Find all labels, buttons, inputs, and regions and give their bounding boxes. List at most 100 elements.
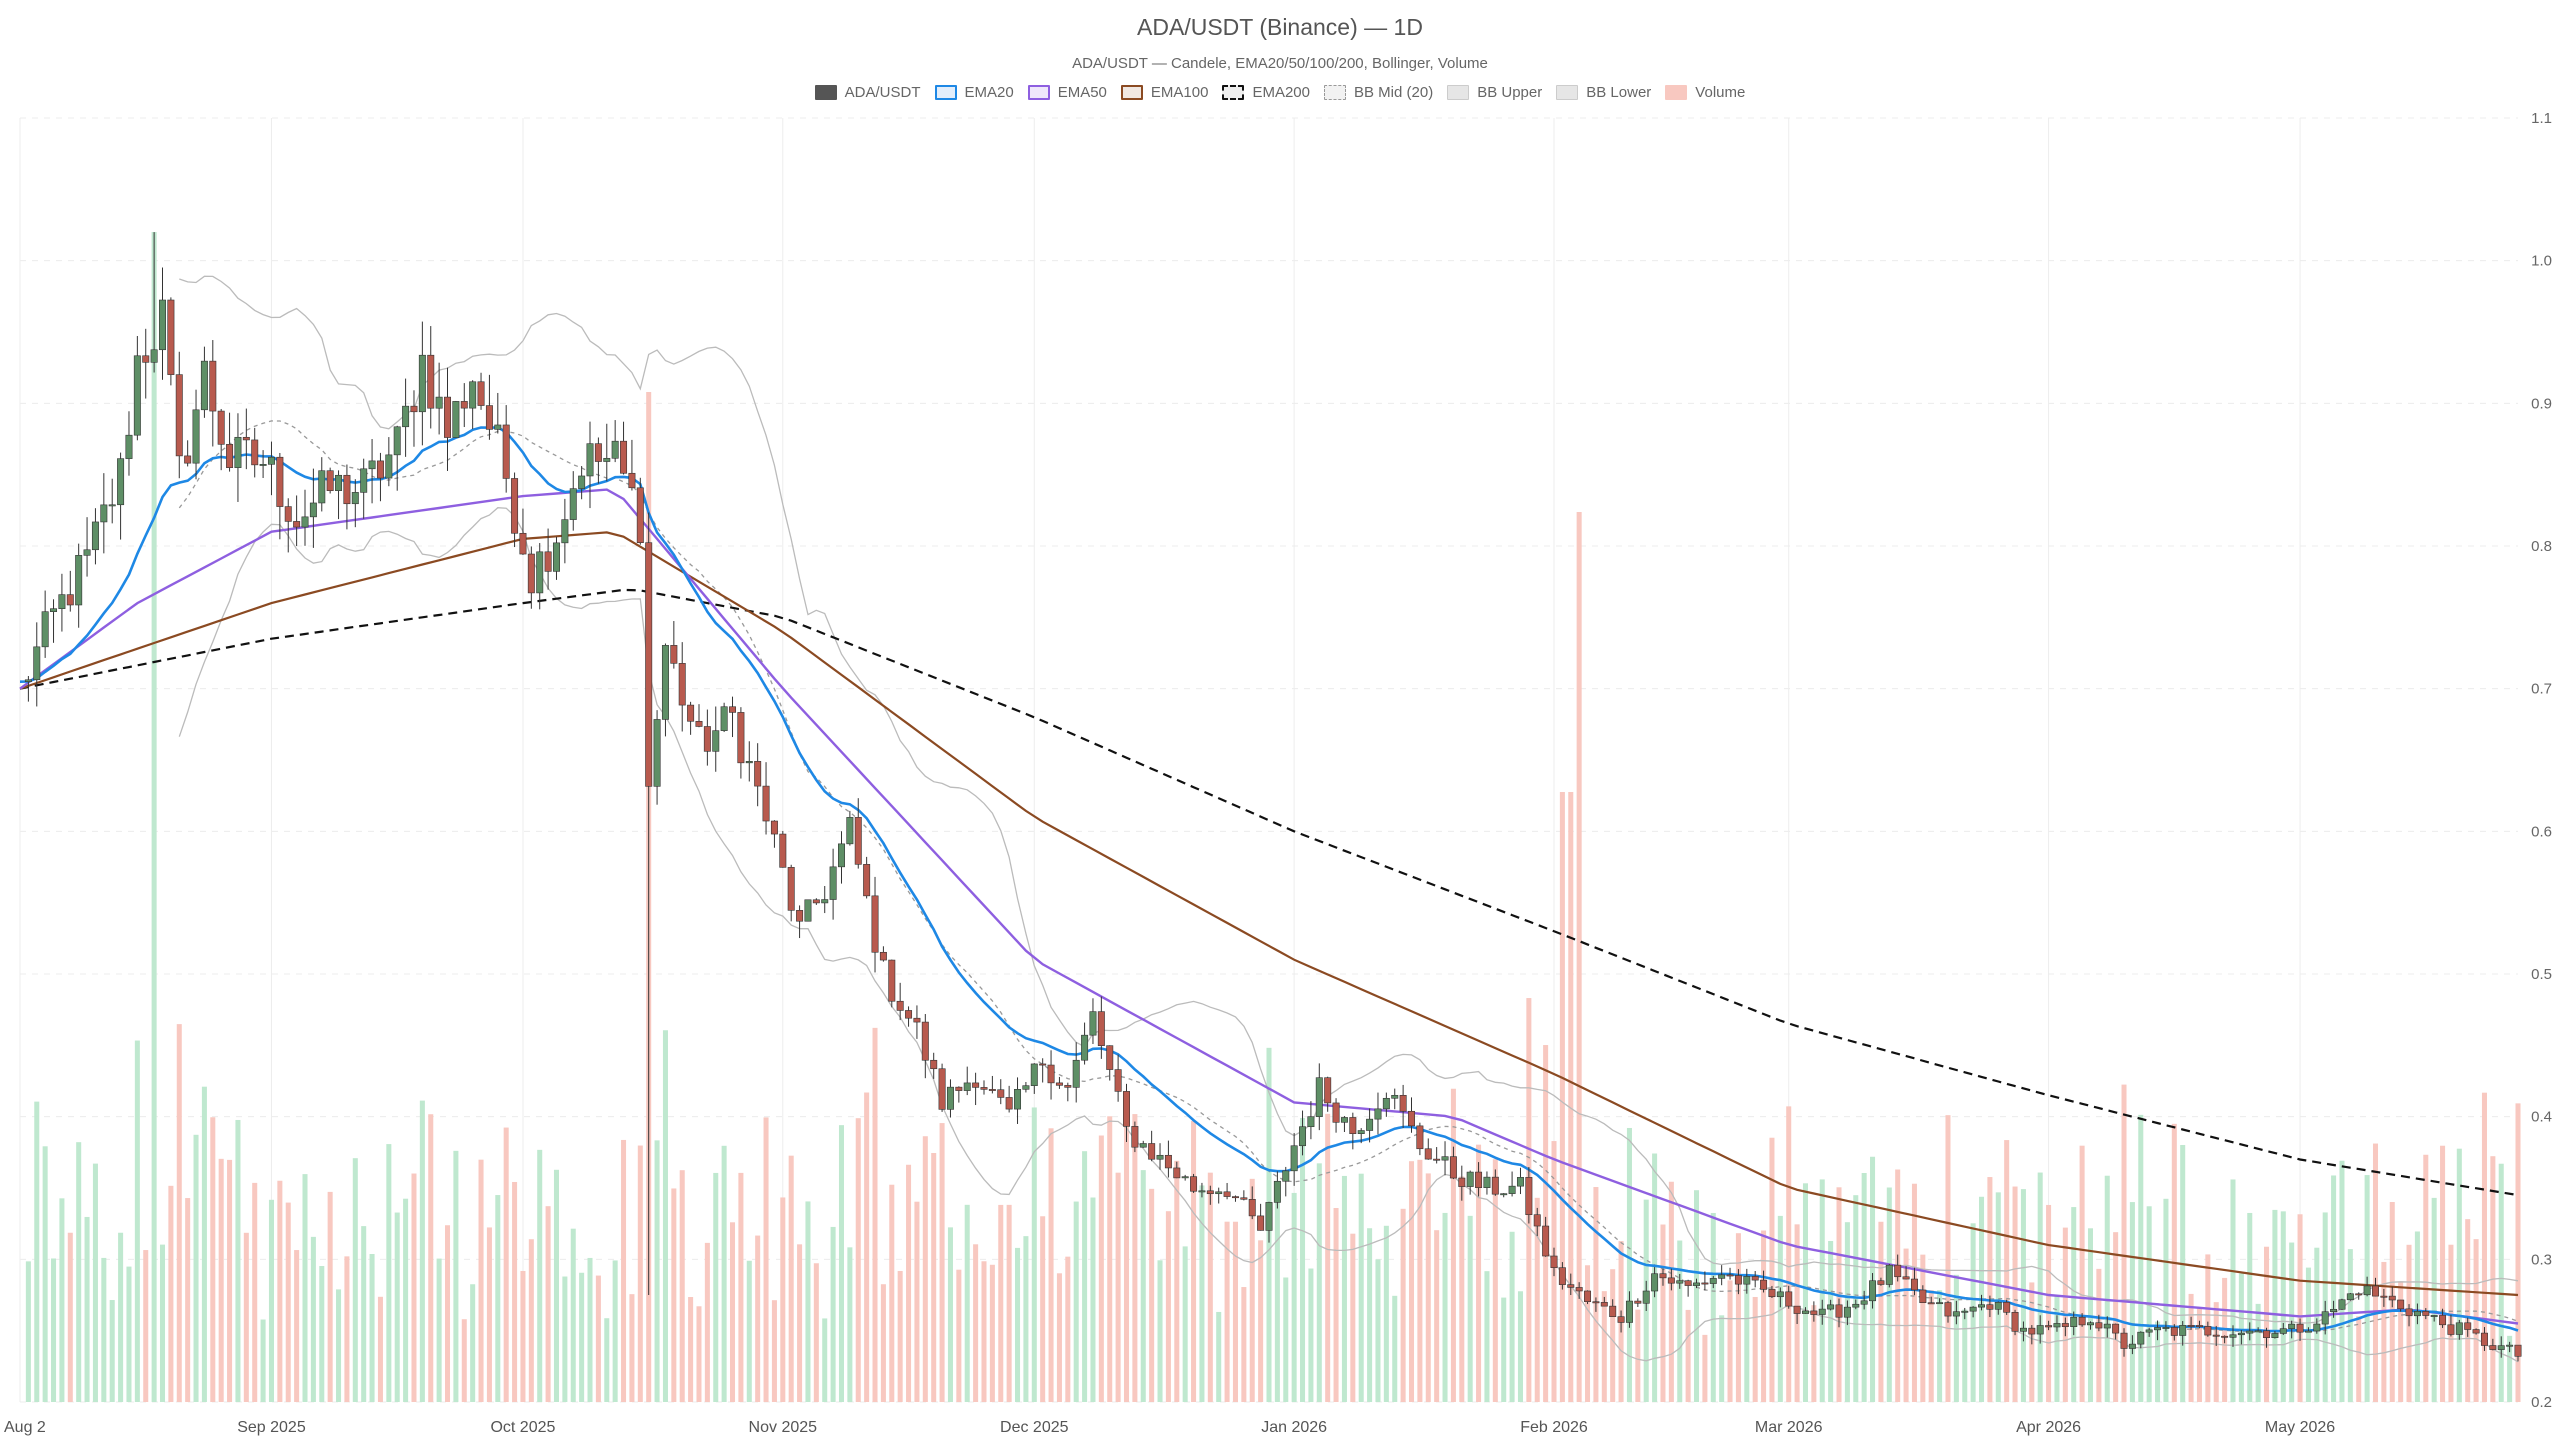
candle-body (2028, 1327, 2036, 1335)
candle-body (712, 730, 720, 752)
candle-body (1801, 1310, 1809, 1314)
volume-bar (2339, 1160, 2345, 1402)
candle (678, 642, 686, 732)
candle-body (1408, 1110, 1415, 1127)
legend-item-bb-lower[interactable]: BB Lower (1556, 84, 1651, 101)
volume-bar (1098, 1135, 1104, 1402)
legend-item-bb-upper[interactable]: BB Upper (1447, 84, 1542, 101)
candle (125, 411, 133, 476)
volume-bar (201, 1086, 207, 1402)
candle (913, 1005, 921, 1039)
candle-body (1131, 1126, 1139, 1148)
candle (469, 380, 477, 430)
volume-bar (1819, 1179, 1825, 1402)
candle-body (2321, 1311, 2329, 1325)
candle-body (2187, 1325, 2195, 1327)
candle (1382, 1092, 1390, 1117)
candle (1667, 1268, 1675, 1291)
volume-bar (1802, 1183, 1808, 1402)
legend-item-ema20[interactable]: EMA20 (934, 84, 1014, 101)
candle-body (1651, 1273, 1659, 1292)
legend-label-ema20: EMA20 (964, 84, 1014, 101)
candle-body (1936, 1302, 1944, 1305)
candle-body (83, 549, 91, 556)
candle-body (2003, 1301, 2011, 1313)
candle (1123, 1083, 1130, 1142)
candle-body (1986, 1304, 1994, 1310)
candle (1684, 1279, 1692, 1297)
volume-bar (1006, 1204, 1012, 1402)
volume-bar (637, 1145, 643, 1402)
candle (1835, 1298, 1843, 1328)
candle-body (2363, 1285, 2371, 1296)
volume-bar (25, 1261, 31, 1402)
candle (2112, 1323, 2120, 1340)
volume-bar (788, 1155, 794, 1402)
candle (2422, 1308, 2430, 1320)
candle-body (1089, 1011, 1097, 1036)
volume-bar (1308, 1268, 1314, 1402)
candle-body (1701, 1282, 1709, 1285)
candle-body (703, 726, 711, 752)
volume-bar (1115, 1172, 1121, 1402)
candle (1441, 1141, 1449, 1176)
volume-bar (2264, 1246, 2270, 1402)
legend-item-price[interactable]: ADA/USDT (814, 84, 921, 101)
candle-body (1014, 1089, 1022, 1110)
candle-body (326, 470, 334, 491)
candle (770, 820, 778, 848)
legend-item-ema200[interactable]: EMA200 (1222, 84, 1310, 101)
candle (1567, 1273, 1575, 1296)
legend-item-ema50[interactable]: EMA50 (1027, 84, 1107, 101)
candle-body (552, 542, 560, 572)
y-tick-label: 0.4 (2531, 1109, 2552, 1126)
candle (787, 864, 795, 922)
legend-item-ema100[interactable]: EMA100 (1120, 84, 1208, 101)
volume-bar (838, 1125, 845, 1402)
candle-body (2480, 1332, 2488, 1346)
candle (2187, 1316, 2195, 1330)
volume-bar (277, 1180, 283, 1402)
candle (1164, 1140, 1172, 1178)
volume-bar (771, 1300, 777, 1402)
candle (1483, 1171, 1491, 1195)
candle-body (284, 506, 292, 522)
candle-body (779, 833, 787, 868)
ema20-line (19, 426, 2519, 1333)
candle-body (1332, 1102, 1340, 1123)
candle (511, 472, 519, 548)
candle-body (2212, 1334, 2220, 1337)
candle-body (1567, 1284, 1575, 1288)
candle-body (963, 1082, 971, 1091)
volume-bar (847, 1247, 853, 1402)
candle (854, 798, 862, 869)
volume-bar (1727, 1280, 1733, 1402)
volume-bar (1224, 1221, 1230, 1402)
candle (1433, 1147, 1441, 1164)
candle (1676, 1273, 1684, 1289)
candle (896, 982, 904, 1021)
candle (309, 468, 317, 548)
candle-body (1734, 1275, 1742, 1285)
candle-body (2011, 1312, 2019, 1332)
volume-bar (2473, 1239, 2479, 1402)
candle (267, 441, 275, 496)
x-tick-label: Apr 2026 (2016, 1419, 2081, 1436)
candle (2355, 1292, 2363, 1300)
legend-item-volume[interactable]: Volume (1665, 84, 1745, 101)
candle-body (1223, 1191, 1231, 1197)
candle-body (1609, 1305, 1617, 1317)
volume-bar (1341, 1175, 1347, 1402)
volume-bar (1509, 1231, 1515, 1402)
y-tick-label: 0.7 (2531, 681, 2552, 698)
volume-bar (2213, 1302, 2219, 1402)
legend-item-bb-mid[interactable]: BB Mid (20) (1324, 84, 1433, 101)
candle (1978, 1294, 1986, 1311)
volume-bar (1685, 1309, 1691, 1402)
candle-body (2330, 1308, 2338, 1313)
candle (1827, 1299, 1835, 1311)
candle (2011, 1309, 2019, 1336)
volume-bar (1660, 1224, 1666, 1402)
volume-bar (302, 1174, 308, 1402)
